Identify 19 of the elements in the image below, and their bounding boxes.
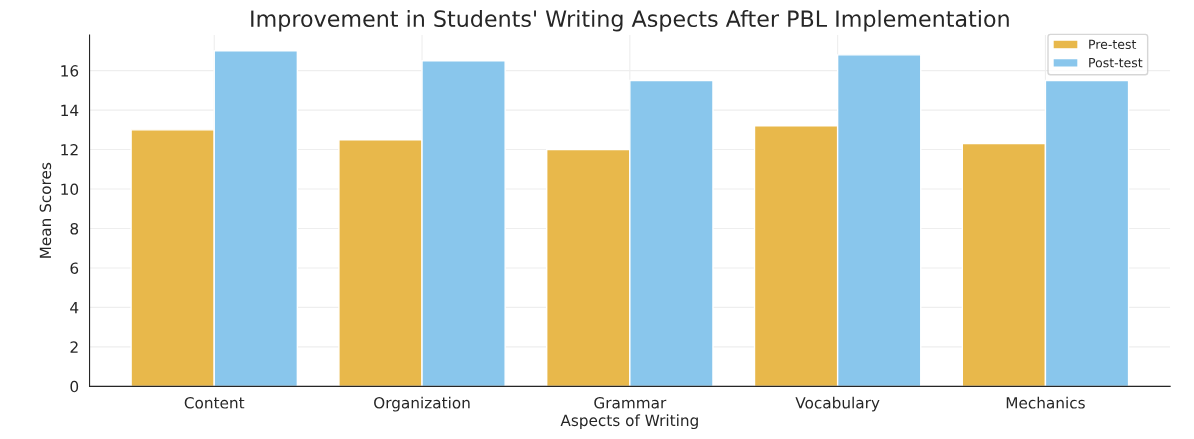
x-tick-label: Grammar (594, 397, 667, 409)
y-tick-label: 14 (61, 104, 79, 116)
y-tick-label: 4 (70, 302, 79, 314)
y-tick-label: 2 (70, 341, 78, 353)
y-tick-label: 16 (61, 65, 79, 77)
legend-label: Pre-test (1089, 39, 1137, 50)
x-tick-label: Vocabulary (795, 396, 880, 412)
x-axis-title: Aspects of Writing (560, 414, 698, 430)
x-tick-label: Content (184, 397, 245, 409)
y-tick-label: 12 (61, 144, 78, 156)
y-axis-title: Mean Scores (39, 162, 52, 258)
chart-title: Improvement in Students' Writing Aspects After PBL Implementation (251, 9, 1009, 32)
x-tick-label: Organization (374, 396, 470, 412)
legend-label: Post-test (1089, 58, 1143, 68)
y-tick-label: 0 (70, 380, 79, 393)
y-tick-label: 6 (70, 262, 79, 274)
y-tick-label: 8 (70, 222, 79, 235)
x-tick-label: Mechanics (1006, 396, 1085, 409)
y-tick-label: 10 (61, 183, 79, 196)
